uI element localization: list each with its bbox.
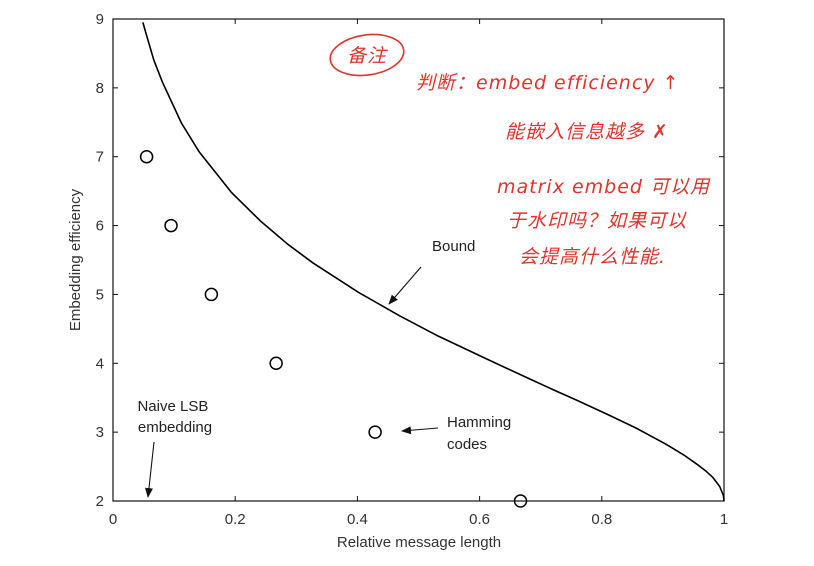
naive-lsb-label-line-2: embedding <box>138 419 212 436</box>
hamming-label-line-1: Hamming <box>447 414 511 431</box>
hamming-label-line-2: codes <box>447 436 487 453</box>
hamming-code-point <box>204 287 219 302</box>
hamming-arrow <box>401 426 439 435</box>
handwritten-line-3: matrix embed 可以用 <box>497 176 711 198</box>
series-layer <box>139 22 725 508</box>
plot-frame <box>112 18 725 502</box>
y-tick-label: 4 <box>96 355 104 372</box>
hamming-code-point <box>368 425 382 439</box>
naive-lsb-label: Naive LSB embedding <box>137 398 212 436</box>
handwritten-notes: 备注 判断：embed efficiency ↑ 能嵌入信息越多 ✗ matri… <box>329 33 711 268</box>
hamming-code-point <box>139 149 154 164</box>
y-tick-label: 9 <box>96 11 104 28</box>
y-tick-label: 8 <box>96 80 104 97</box>
hamming-label: Hamming codes <box>447 414 515 453</box>
bound-label: Bound <box>432 238 475 255</box>
y-tick-label: 6 <box>96 218 104 235</box>
naive-lsb-arrow <box>144 441 155 498</box>
y-tick-label: 3 <box>96 424 104 441</box>
bound-arrow <box>388 266 422 305</box>
y-tick-label: 2 <box>96 493 104 510</box>
hamming-code-point <box>513 494 528 508</box>
x-tick-label: 0.2 <box>225 511 246 528</box>
y-tick-label: 7 <box>96 149 104 166</box>
x-tick-label: 0.4 <box>347 511 368 528</box>
x-tick-label: 1 <box>720 511 728 528</box>
bound-annotation: Bound <box>388 238 475 305</box>
x-tick-label: 0.8 <box>591 511 612 528</box>
axis-ticks: 0 0.2 0.4 0.6 0.8 1 2 3 4 5 6 7 8 9 <box>96 11 729 528</box>
hamming-code-point <box>269 356 283 371</box>
hamming-code-point <box>164 218 178 233</box>
handwritten-line-2: 能嵌入信息越多 ✗ <box>505 121 669 143</box>
handwritten-circle <box>329 33 405 77</box>
y-axis-title: Embedding efficiency <box>67 188 84 331</box>
x-axis-title: Relative message length <box>337 534 501 551</box>
bound-label-line: Bound <box>432 238 475 255</box>
handwritten-circled-label: 备注 <box>347 45 388 67</box>
x-tick-label: 0 <box>109 511 117 528</box>
x-tick-label: 0.6 <box>469 511 490 528</box>
hamming-annotation: Hamming codes <box>401 414 515 453</box>
naive-lsb-annotation: Naive LSB embedding <box>137 398 212 498</box>
handwritten-line-5: 会提高什么性能. <box>519 246 666 268</box>
handwritten-line-1: 判断：embed efficiency ↑ <box>416 72 680 94</box>
naive-lsb-label-line-1: Naive LSB <box>137 398 208 415</box>
y-tick-label: 5 <box>96 286 104 303</box>
handwritten-line-4: 于水印吗？如果可以 <box>507 210 687 232</box>
bound-curve <box>142 22 725 502</box>
